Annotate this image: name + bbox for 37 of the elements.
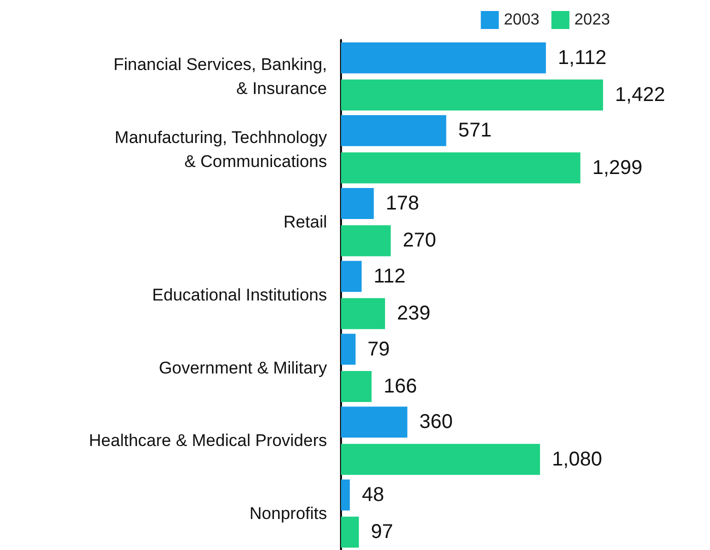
y-tick-label: Government & Military bbox=[158, 358, 328, 378]
y-tick-label: Financial Services, Banking, & Insurance bbox=[113, 54, 327, 98]
legend-label: 2023 bbox=[574, 12, 610, 28]
y-tick-label: Healthcare & Medical Providers bbox=[88, 431, 327, 450]
bar bbox=[341, 334, 356, 365]
data-label: 270 bbox=[402, 230, 436, 252]
data-label: 166 bbox=[384, 375, 417, 398]
y-tick-label: Educational Institutions bbox=[152, 286, 327, 304]
data-label: 1,422 bbox=[615, 84, 666, 106]
bar bbox=[341, 80, 604, 111]
data-label: 79 bbox=[368, 338, 390, 360]
data-label: 97 bbox=[370, 521, 394, 544]
bar bbox=[341, 152, 580, 184]
data-label: 239 bbox=[397, 302, 430, 325]
data-label: 178 bbox=[386, 192, 420, 215]
y-tick-label: Retail bbox=[284, 212, 327, 232]
bar bbox=[341, 370, 372, 402]
bar bbox=[341, 444, 540, 475]
data-label: 1,112 bbox=[558, 46, 606, 69]
bar bbox=[341, 115, 446, 146]
data-label: 1,299 bbox=[592, 156, 642, 179]
bar bbox=[341, 516, 359, 548]
y-tick-label: Nonprofits bbox=[250, 504, 327, 524]
data-label: 360 bbox=[419, 411, 453, 434]
bar bbox=[341, 479, 350, 510]
legend-label: 2003 bbox=[504, 12, 540, 28]
data-label: 1,080 bbox=[552, 448, 602, 470]
data-label: 571 bbox=[458, 120, 492, 142]
bar bbox=[341, 188, 374, 220]
bar bbox=[341, 406, 408, 438]
bar bbox=[341, 225, 391, 256]
data-label: 112 bbox=[374, 265, 406, 288]
data-label: 48 bbox=[362, 484, 384, 506]
bar bbox=[341, 260, 362, 292]
y-tick-label: Manufacturing, Techhnology & Communications bbox=[114, 128, 328, 171]
bar bbox=[341, 298, 386, 330]
bar bbox=[341, 42, 546, 74]
